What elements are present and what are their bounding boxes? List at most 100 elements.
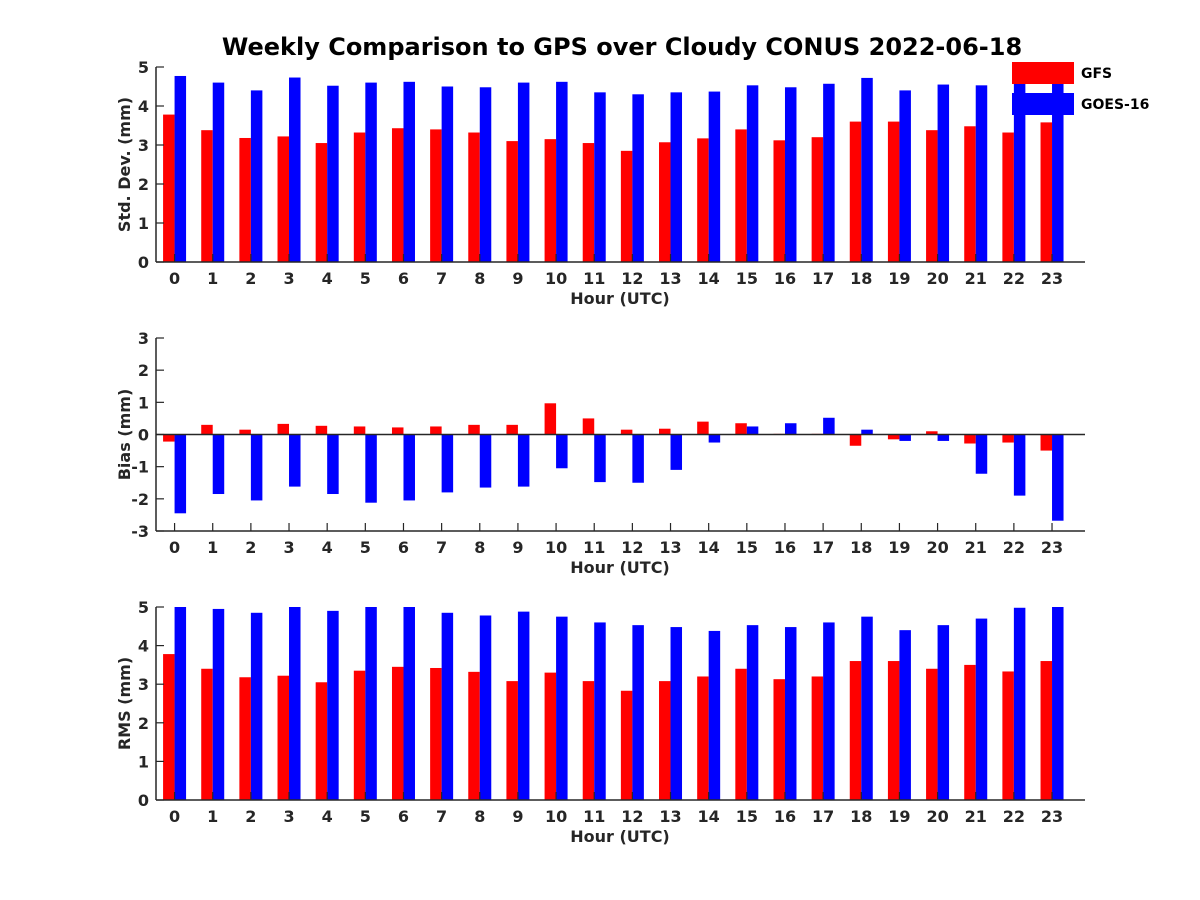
bar-gfs-9: [506, 141, 518, 262]
bar-gfs-14: [697, 676, 709, 800]
bar-gfs-17: [811, 676, 824, 800]
bar-gfs-19: [887, 121, 900, 262]
bar-goes-16-6: [403, 81, 415, 262]
bar-gfs-7: [430, 667, 442, 800]
x-tick-label: 14: [698, 269, 720, 288]
bar-gfs-21: [964, 434, 976, 444]
bar-goes-16-3: [289, 607, 301, 800]
bar-goes-16-14: [708, 630, 721, 800]
x-tick-label: 22: [1003, 538, 1025, 557]
x-tick-label: 15: [736, 269, 758, 288]
bar-gfs-4: [315, 425, 328, 435]
bar-gfs-19: [887, 434, 900, 440]
chart-title: Weekly Comparison to GPS over Cloudy CON…: [222, 33, 1022, 61]
bar-goes-16-7: [441, 86, 454, 262]
bar-goes-16-12: [632, 434, 644, 483]
x-tick-label: 5: [360, 269, 371, 288]
bar-gfs-2: [239, 137, 251, 262]
x-tick-label: 11: [583, 807, 605, 826]
bar-goes-16-11: [594, 92, 606, 262]
bar-goes-16-19: [899, 630, 911, 800]
bar-goes-16-2: [250, 434, 263, 501]
bar-goes-16-11: [594, 622, 606, 800]
x-tick-label: 5: [360, 538, 371, 557]
x-tick-label: 23: [1041, 538, 1063, 557]
bar-gfs-18: [849, 661, 862, 800]
bar-goes-16-17: [823, 417, 835, 435]
bar-goes-16-22: [1013, 434, 1026, 496]
bar-gfs-6: [391, 427, 404, 435]
bar-goes-16-7: [441, 434, 454, 493]
bar-goes-16-12: [632, 94, 644, 262]
x-tick-label: 13: [659, 538, 681, 557]
x-tick-label: 9: [512, 538, 523, 557]
x-tick-label: 9: [512, 807, 523, 826]
x-tick-label: 1: [207, 269, 218, 288]
bar-gfs-3: [277, 675, 290, 800]
bar-gfs-12: [620, 429, 633, 435]
x-tick-label: 18: [850, 269, 872, 288]
x-tick-label: 10: [545, 269, 567, 288]
bar-goes-16-16: [784, 87, 797, 262]
legend-swatch-gfs: [1012, 62, 1074, 84]
x-tick-label: 13: [659, 807, 681, 826]
x-tick-label: 3: [283, 538, 294, 557]
x-tick-label: 1: [207, 538, 218, 557]
bar-gfs-4: [315, 143, 328, 262]
bar-gfs-1: [201, 668, 213, 800]
x-tick-label: 16: [774, 807, 796, 826]
bar-gfs-16: [773, 140, 785, 262]
bar-gfs-0: [163, 654, 175, 800]
bar-goes-16-22: [1013, 607, 1026, 800]
bar-gfs-16: [773, 679, 785, 800]
bar-goes-16-1: [212, 82, 225, 262]
x-tick-label: 0: [169, 538, 180, 557]
bar-gfs-21: [964, 664, 976, 800]
bar-goes-16-0: [174, 607, 187, 800]
bar-goes-16-15: [746, 85, 759, 262]
x-tick-label: 3: [283, 269, 294, 288]
y-axis-label: Std. Dev. (mm): [115, 97, 134, 232]
bar-goes-16-9: [517, 434, 530, 487]
y-tick-label: 3: [138, 675, 149, 694]
bar-goes-16-10: [556, 616, 568, 800]
bar-gfs-2: [239, 429, 251, 435]
y-tick-label: 0: [138, 426, 149, 445]
x-tick-label: 7: [436, 269, 447, 288]
x-axis-label: Hour (UTC): [570, 558, 670, 577]
bar-gfs-12: [620, 690, 633, 800]
bar-goes-16-23: [1052, 82, 1064, 262]
y-tick-label: 0: [138, 253, 149, 272]
bar-gfs-6: [391, 666, 404, 800]
bar-goes-16-2: [250, 612, 263, 800]
bar-goes-16-6: [403, 434, 415, 501]
bar-goes-16-14: [708, 434, 721, 443]
bar-goes-16-5: [365, 607, 377, 800]
x-tick-label: 12: [621, 269, 643, 288]
bar-gfs-10: [544, 672, 557, 800]
x-tick-label: 10: [545, 538, 567, 557]
bar-goes-16-8: [479, 434, 492, 488]
bar-goes-16-13: [670, 92, 683, 262]
x-tick-label: 17: [812, 269, 834, 288]
x-tick-label: 18: [850, 807, 872, 826]
bar-gfs-5: [353, 132, 366, 262]
bar-gfs-6: [391, 128, 404, 262]
y-tick-label: 5: [138, 598, 149, 617]
bar-goes-16-8: [479, 87, 492, 262]
bar-gfs-13: [659, 428, 671, 435]
bar-goes-16-17: [823, 83, 835, 263]
x-tick-label: 19: [888, 807, 910, 826]
bar-goes-16-15: [746, 426, 759, 435]
legend-label: GFS: [1081, 66, 1112, 82]
bar-gfs-1: [201, 424, 213, 435]
bar-gfs-7: [430, 129, 442, 262]
bar-goes-16-4: [327, 610, 339, 800]
bar-gfs-8: [468, 424, 480, 435]
bar-goes-16-11: [594, 434, 606, 483]
y-axis-label: RMS (mm): [115, 657, 134, 750]
bar-goes-16-9: [517, 611, 530, 800]
bar-goes-16-17: [823, 622, 835, 800]
